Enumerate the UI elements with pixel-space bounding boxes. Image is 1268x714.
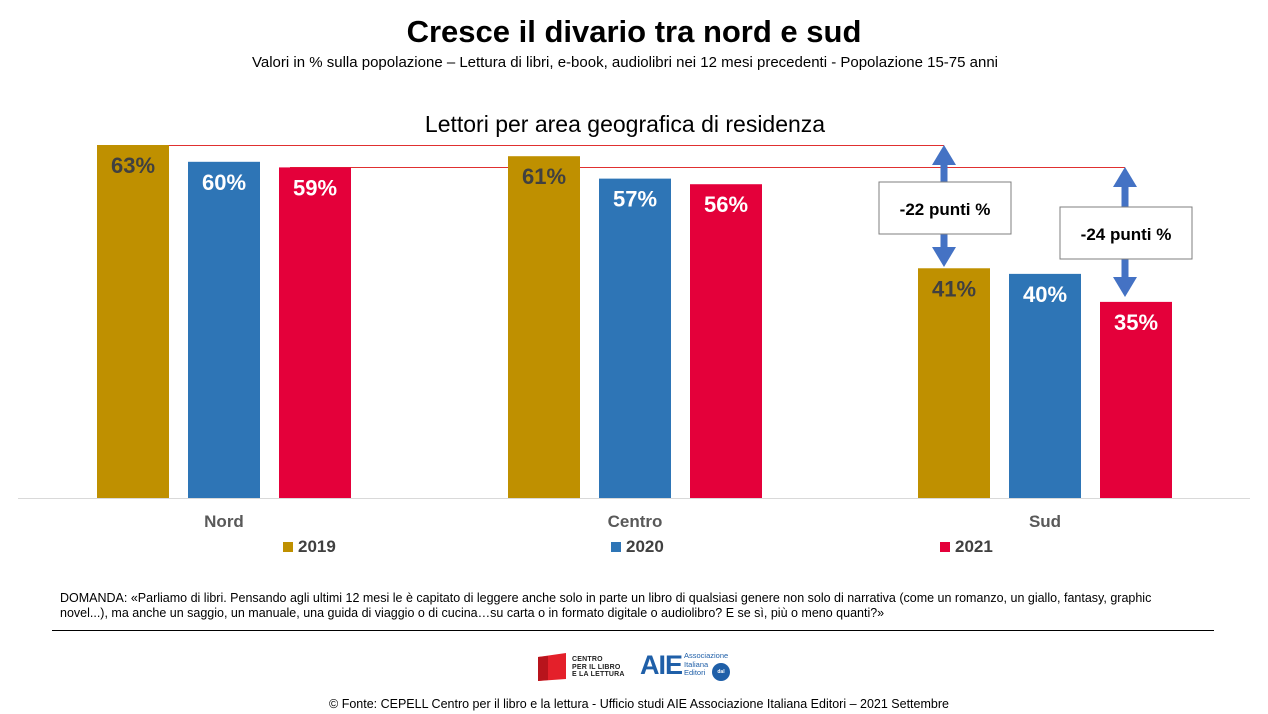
bar-nord-2020 — [188, 161, 260, 499]
bar-sud-2019 — [918, 268, 990, 498]
aie-logo-text: Associazione Italiana Editori — [684, 651, 729, 678]
data-label-sud-2021: 35% — [1114, 310, 1158, 335]
data-label-sud-2020: 40% — [1023, 282, 1067, 307]
bar-chart: 63% 60% 59% Nord 61% 57% 56% Centro 41% 40% 35% Sud… — [18, 145, 1250, 531]
data-label-centro-2021: 56% — [704, 192, 748, 217]
divider — [52, 630, 1214, 631]
arrow-up-icon — [1113, 167, 1137, 187]
logos: CENTRO PER IL LIBRO E LA LETTURA AIE Ass… — [536, 648, 736, 693]
data-label-nord-2021: 59% — [293, 175, 337, 200]
category-label-centro: Centro — [608, 512, 663, 531]
aie-line-3: Editori — [684, 668, 706, 677]
legend-label-2021: 2021 — [955, 537, 993, 556]
category-label-sud: Sud — [1029, 512, 1061, 531]
page-title: Cresce il divario tra nord e sud — [406, 14, 862, 49]
bar-centro-2021 — [690, 184, 762, 498]
legend-item-2021: 2021 — [940, 537, 993, 557]
data-label-nord-2019: 63% — [111, 153, 155, 178]
cepell-line-2: PER IL LIBRO — [572, 663, 621, 671]
arrow-down-icon — [1113, 277, 1137, 297]
bar-sud-2021 — [1100, 301, 1172, 498]
annotation-text-1: -22 punti % — [900, 200, 991, 219]
cepell-logo-icon — [538, 653, 566, 681]
data-label-centro-2020: 57% — [613, 187, 657, 212]
data-label-sud-2019: 41% — [932, 276, 976, 301]
aie-badge-icon: dal 1869 — [712, 663, 730, 693]
source-note: © Fonte: CEPELL Centro per il libro e la… — [329, 697, 949, 711]
cepell-line-3: E LA LETTURA — [572, 671, 625, 678]
legend-swatch-2019 — [283, 542, 293, 552]
arrow-up-icon — [932, 145, 956, 165]
aie-line-2: Italiana — [684, 659, 709, 669]
legend-item-2019: 2019 — [283, 537, 336, 557]
annotation-text-2: -24 punti % — [1081, 225, 1172, 244]
legend-label-2020: 2020 — [626, 537, 664, 556]
annotation-box-2 — [1059, 206, 1193, 260]
cepell-line-1: CENTRO — [572, 656, 603, 663]
aie-line-1: Associazione — [684, 651, 729, 660]
legend-label-2019: 2019 — [298, 537, 336, 556]
legend-swatch-2020 — [611, 542, 621, 552]
legend-swatch-2021 — [940, 542, 950, 552]
survey-question: DOMANDA: «Parliamo di libri. Pensando ag… — [60, 591, 1152, 620]
chart-title: Lettori per area geografica di residenza — [424, 111, 826, 137]
annotation-box-1 — [878, 181, 1012, 235]
data-label-nord-2020: 60% — [202, 170, 246, 195]
bar-centro-2019 — [508, 156, 580, 498]
cepell-logo-text: CENTRO PER IL LIBRO E LA LETTURA — [572, 656, 625, 679]
page-subtitle: Valori in % sulla popolazione – Lettura … — [251, 54, 998, 71]
legend-item-2020: 2020 — [611, 537, 664, 557]
arrow-down-icon — [932, 247, 956, 267]
aie-logo-mark: AIE — [640, 650, 683, 680]
data-label-centro-2019: 61% — [522, 164, 566, 189]
bar-centro-2020 — [599, 178, 671, 498]
bar-nord-2021 — [279, 167, 351, 498]
bar-sud-2020 — [1009, 273, 1081, 498]
bar-nord-2019 — [97, 145, 169, 498]
category-label-nord: Nord — [204, 512, 244, 531]
